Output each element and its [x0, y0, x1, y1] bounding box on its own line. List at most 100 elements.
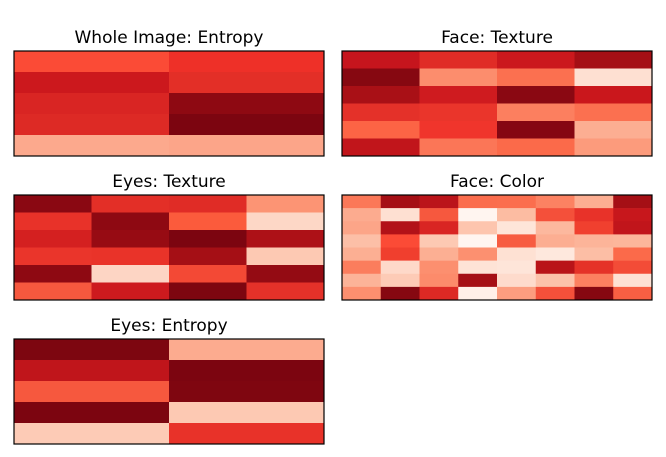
heatmap-cell: [380, 195, 420, 209]
heatmap-cell: [419, 195, 459, 209]
heatmap-cell: [458, 273, 498, 288]
heatmap-cell: [14, 230, 92, 248]
heatmap-cell: [497, 86, 575, 104]
heatmap-cell: [14, 381, 170, 403]
heatmap-cell: [458, 208, 498, 222]
heatmap-cell: [246, 282, 325, 301]
heatmap-cell: [535, 273, 575, 288]
heatmap-cell: [419, 68, 498, 87]
heatmap-cell: [169, 114, 325, 136]
heatmap-cell: [535, 208, 575, 222]
heatmap-cell: [574, 247, 614, 261]
heatmap-panel-whole-image-entropy: Whole Image: Entropy: [13, 28, 325, 157]
heatmap-cell: [574, 234, 614, 248]
heatmap-cell: [342, 86, 420, 104]
heatmap-cell: [14, 51, 170, 73]
heatmap-cell: [342, 273, 382, 288]
heatmap-cell: [246, 230, 325, 248]
heatmap-cell: [169, 360, 325, 382]
heatmap-cell: [458, 286, 498, 301]
heatmap-cell: [380, 286, 420, 301]
heatmap-cell: [380, 208, 420, 222]
heatmap-cell: [419, 121, 498, 139]
heatmap-cell: [14, 212, 92, 231]
panel-title: Whole Image: Entropy: [75, 28, 264, 48]
heatmap-cell: [14, 282, 92, 301]
heatmap-cell: [169, 212, 247, 231]
heatmap-cell: [613, 208, 653, 222]
heatmap-cell: [497, 273, 537, 288]
heatmap-cell: [535, 195, 575, 209]
heatmap-cell: [497, 221, 537, 235]
heatmap-cell: [14, 135, 170, 157]
heatmap-cell: [342, 195, 382, 209]
heatmap-frame: [341, 194, 653, 301]
heatmap-cell: [14, 423, 170, 445]
panel-title: Eyes: Entropy: [110, 316, 227, 336]
heatmap-panel-eyes-texture: Eyes: Texture: [13, 172, 325, 301]
heatmap-cell: [574, 286, 614, 301]
heatmap-frame: [341, 50, 653, 157]
heatmap-cell: [458, 221, 498, 235]
heatmap-cell: [342, 121, 420, 139]
heatmap-cell: [574, 260, 614, 275]
heatmap-panel-eyes-entropy: Eyes: Entropy: [13, 316, 325, 445]
heatmap-cell: [169, 265, 247, 283]
heatmap-frame: [13, 194, 325, 301]
heatmap-cell: [246, 195, 325, 213]
heatmap-cell: [342, 234, 382, 248]
heatmap-cell: [14, 195, 92, 213]
heatmap-cell: [169, 51, 325, 73]
heatmap-cell: [574, 195, 614, 209]
heatmap-cell: [169, 230, 247, 248]
heatmap-cell: [535, 234, 575, 248]
panel-title: Eyes: Texture: [112, 172, 225, 192]
heatmap-cell: [91, 265, 170, 283]
heatmap-cell: [169, 247, 247, 266]
heatmap-cell: [419, 208, 459, 222]
heatmap-cell: [497, 260, 537, 275]
heatmap-cell: [246, 212, 325, 231]
heatmap-cell: [497, 234, 537, 248]
heatmap-cell: [574, 121, 653, 139]
heatmap-cell: [14, 114, 170, 136]
heatmap-cell: [574, 208, 614, 222]
heatmap-cell: [574, 51, 653, 69]
heatmap-cell: [613, 195, 653, 209]
heatmap-cell: [419, 86, 498, 104]
heatmap-cell: [419, 273, 459, 288]
heatmap-cell: [497, 208, 537, 222]
heatmap-cell: [14, 360, 170, 382]
heatmap-cell: [380, 221, 420, 235]
heatmap-cell: [169, 381, 325, 403]
heatmap-cell: [169, 72, 325, 94]
heatmap-frame: [13, 338, 325, 445]
heatmap-cell: [497, 103, 575, 122]
heatmap-cell: [169, 282, 247, 301]
heatmap-cell: [91, 195, 170, 213]
heatmap-cell: [458, 195, 498, 209]
heatmap-cell: [342, 51, 420, 69]
heatmap-cell: [169, 423, 325, 445]
heatmap-panel-face-color: Face: Color: [341, 172, 653, 301]
heatmap-cell: [613, 273, 653, 288]
heatmap-cell: [342, 138, 420, 157]
heatmap-cell: [497, 138, 575, 157]
heatmap-cell: [14, 93, 170, 115]
heatmap-cell: [419, 103, 498, 122]
heatmap-cell: [419, 51, 498, 69]
heatmap-cell: [14, 339, 170, 361]
heatmap-cell: [380, 247, 420, 261]
heatmap-cell: [169, 195, 247, 213]
heatmap-cell: [380, 234, 420, 248]
heatmap-cell: [497, 51, 575, 69]
heatmap-cell: [574, 86, 653, 104]
heatmap-cell: [497, 286, 537, 301]
heatmap-cell: [535, 221, 575, 235]
heatmap-cell: [91, 212, 170, 231]
heatmap-cell: [535, 247, 575, 261]
heatmap-cell: [458, 247, 498, 261]
heatmap-cell: [169, 135, 325, 157]
heatmap-cell: [14, 72, 170, 94]
